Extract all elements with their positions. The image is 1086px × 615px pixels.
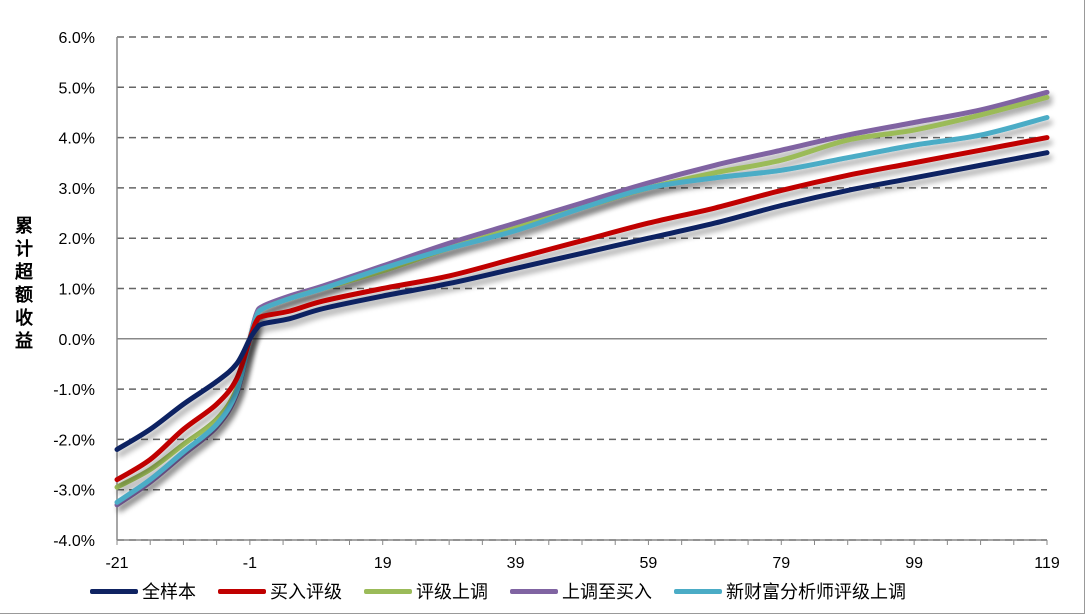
x-tick-label: 99 [905,555,923,572]
y-tick-label: 4.0% [59,131,95,148]
legend-label: 评级上调 [416,582,488,603]
x-tick-label: 19 [374,555,392,572]
x-tick-label: 119 [1034,555,1060,572]
legend-item: 买入评级 [218,578,342,604]
legend-item: 新财富分析师评级上调 [674,578,906,604]
series-line-4 [114,114,1050,505]
y-tick-label: 5.0% [59,80,95,97]
x-tick-label: -1 [243,555,257,572]
x-tick-label: 79 [772,555,790,572]
series-line-1 [114,135,1050,483]
y-tick-label: 6.0% [59,30,95,47]
y-tick-label: 1.0% [59,282,95,299]
y-tick-label: 3.0% [59,181,95,198]
y-tick-label: -2.0% [53,432,95,449]
y-tick-label: 2.0% [59,231,95,248]
y-tick-label: -1.0% [53,382,95,399]
y-tick-label: -3.0% [53,483,95,500]
x-tick-label: 59 [640,555,658,572]
legend-item: 上调至买入 [510,578,652,604]
legend-swatch [218,588,266,594]
legend-label: 买入评级 [270,582,342,603]
legend-label: 上调至买入 [562,582,652,603]
legend-swatch [90,588,138,594]
legend-swatch [364,588,412,594]
y-tick-label: -4.0% [53,533,95,550]
legend-swatch [510,588,558,594]
series-line-3 [114,89,1050,508]
legend-item: 评级上调 [364,578,488,604]
legend-label: 全样本 [142,582,196,603]
legend: 全样本 买入评级 评级上调 上调至买入 新财富分析师评级上调 [90,578,928,604]
y-axis-label: 累计超额收益 [15,216,33,352]
x-tick-label: 39 [507,555,525,572]
y-tick-label: 0.0% [59,332,95,349]
legend-label: 新财富分析师评级上调 [726,582,906,603]
x-tick-label: -21 [105,555,128,572]
series-line-0 [114,150,1050,452]
legend-item: 全样本 [90,578,196,604]
series-line-2 [114,94,1050,490]
legend-swatch [674,588,722,594]
